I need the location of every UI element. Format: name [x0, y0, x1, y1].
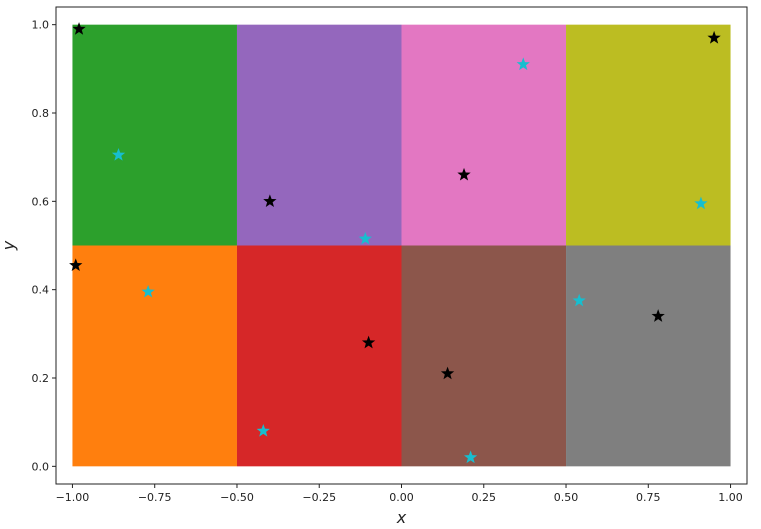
region-4 — [72, 245, 237, 467]
point-s0-2 — [263, 194, 277, 207]
x-axis-label: x — [396, 508, 407, 527]
y-axis-ticks: 0.0 0.2 0.4 0.6 0.8 1.0 — [32, 19, 56, 473]
point-s1-6 — [694, 196, 708, 210]
y-tick-label: 0.8 — [32, 107, 50, 120]
x-tick-label: 0.50 — [554, 491, 579, 504]
point-s0-1 — [69, 258, 83, 272]
point-s1-3 — [358, 231, 372, 245]
scatter-points — [69, 22, 721, 464]
point-s1-5 — [463, 450, 478, 464]
x-axis-ticks: −1.00 −0.75 −0.50 −0.25 0.00 0.25 0.50 0.75 1.00 — [56, 484, 743, 504]
point-s1-7 — [572, 293, 586, 307]
point-s0-3 — [361, 335, 376, 349]
y-tick-label: 1.0 — [32, 19, 50, 32]
point-s0-6 — [707, 30, 721, 44]
x-tick-label: −0.25 — [302, 491, 336, 504]
x-tick-label: −1.00 — [56, 491, 90, 504]
decision-regions — [72, 24, 731, 467]
point-s1-1 — [141, 284, 155, 298]
x-tick-label: −0.75 — [138, 491, 172, 504]
region-2 — [401, 24, 567, 246]
region-1 — [236, 24, 402, 246]
region-6 — [401, 245, 567, 467]
y-axis-label: y — [0, 240, 18, 251]
x-tick-label: 0.75 — [636, 491, 661, 504]
point-s1-0 — [111, 147, 126, 161]
x-tick-label: −0.50 — [220, 491, 254, 504]
point-s0-0 — [72, 22, 86, 35]
x-tick-label: 1.00 — [718, 491, 743, 504]
region-3 — [566, 24, 731, 246]
region-7 — [566, 245, 731, 467]
point-s1-2 — [256, 424, 270, 437]
y-tick-label: 0.2 — [32, 372, 50, 385]
x-tick-label: 0.25 — [472, 491, 497, 504]
y-tick-label: 0.0 — [32, 460, 50, 473]
y-tick-label: 0.6 — [32, 195, 50, 208]
point-s0-5 — [440, 366, 455, 380]
point-s0-4 — [457, 167, 471, 181]
y-tick-label: 0.4 — [32, 284, 50, 297]
x-tick-label: 0.00 — [389, 491, 414, 504]
point-s1-4 — [516, 57, 530, 71]
region-0 — [72, 24, 237, 246]
point-s0-7 — [651, 309, 665, 322]
